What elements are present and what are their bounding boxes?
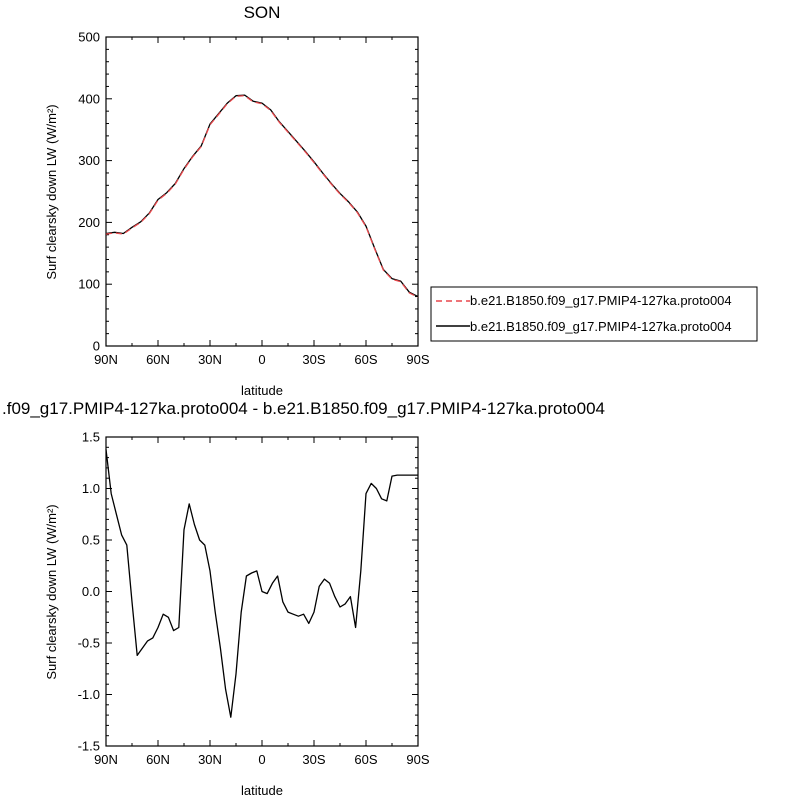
y-tick-label-0-4: 400 [78,91,100,106]
bottom-plot-area: 90N 60N 30N 0 30S 60S 90S 1.5 1.0 0.5 0.0 -0.5 -1.0 -… [78,430,430,768]
y-tick-label-0-1: 100 [78,277,100,292]
top-panel: SON 90N 60N 30N 0 30S 60S 90S0100200300400500 … [44,3,430,398]
x-tick-label-0-0: 90N [94,352,118,367]
top-y-axis-label: Surf clearsky down LW (W/m²) [44,104,59,279]
top-plot-area: 90N 60N 30N 0 30S 60S 90S 0 100 200 300 400 500 [78,30,430,368]
y-tick-label-1-4: -0.5 [78,636,100,651]
bottom-chart-title: .f09_g17.PMIP4-127ka.proto004 - b.e21.B1… [2,399,605,418]
bottom-x-axis-label: latitude [241,783,283,798]
y-tick-label-1-0: 1.5 [82,430,100,445]
series-line-0-0 [105,95,419,298]
series-line-1-0 [105,449,418,718]
x-tick-label-0-5: 60S [354,352,377,367]
y-tick-label-1-3: 0.0 [82,584,100,599]
legend-label-1: b.e21.B1850.f09_g17.PMIP4-127ka.proto004 [470,319,732,334]
y-tick-label-1-5: -1.0 [78,687,100,702]
x-tick-label-1-1: 60N [146,752,170,767]
y-tick-label-1-1: 1.0 [82,481,100,496]
y-tick-label-0-2: 200 [78,215,100,230]
bottom-panel: .f09_g17.PMIP4-127ka.proto004 - b.e21.B1… [2,399,605,798]
x-tick-label-1-0: 90N [94,752,118,767]
legend-box [430,286,758,342]
x-tick-label-0-4: 30S [302,352,325,367]
series-line-0-1 [105,94,419,298]
y-tick-label-1-2: 0.5 [82,533,100,548]
bottom-y-axis-label: Surf clearsky down LW (W/m²) [44,504,59,679]
y-tick-label-0-0: 0 [93,339,100,354]
x-tick-label-1-3: 0 [258,752,265,767]
x-tick-label-1-2: 30N [198,752,222,767]
x-tick-label-0-3: 0 [258,352,265,367]
legend-label-0: b.e21.B1850.f09_g17.PMIP4-127ka.proto004 [470,293,732,308]
plot-frame-0 [105,36,419,347]
y-tick-label-0-3: 300 [78,153,100,168]
legend: b.e21.B1850.f09_g17.PMIP4-127ka.proto004… [430,286,758,342]
y-tick-label-0-5: 500 [78,30,100,45]
top-chart-title: SON [244,3,281,22]
x-tick-label-1-4: 30S [302,752,325,767]
x-tick-label-0-1: 60N [146,352,170,367]
x-tick-label-0-6: 90S [406,352,429,367]
x-tick-label-0-2: 30N [198,352,222,367]
x-tick-label-1-6: 90S [406,752,429,767]
y-tick-label-1-6: -1.5 [78,739,100,754]
x-tick-label-1-5: 60S [354,752,377,767]
top-x-axis-label: latitude [241,383,283,398]
